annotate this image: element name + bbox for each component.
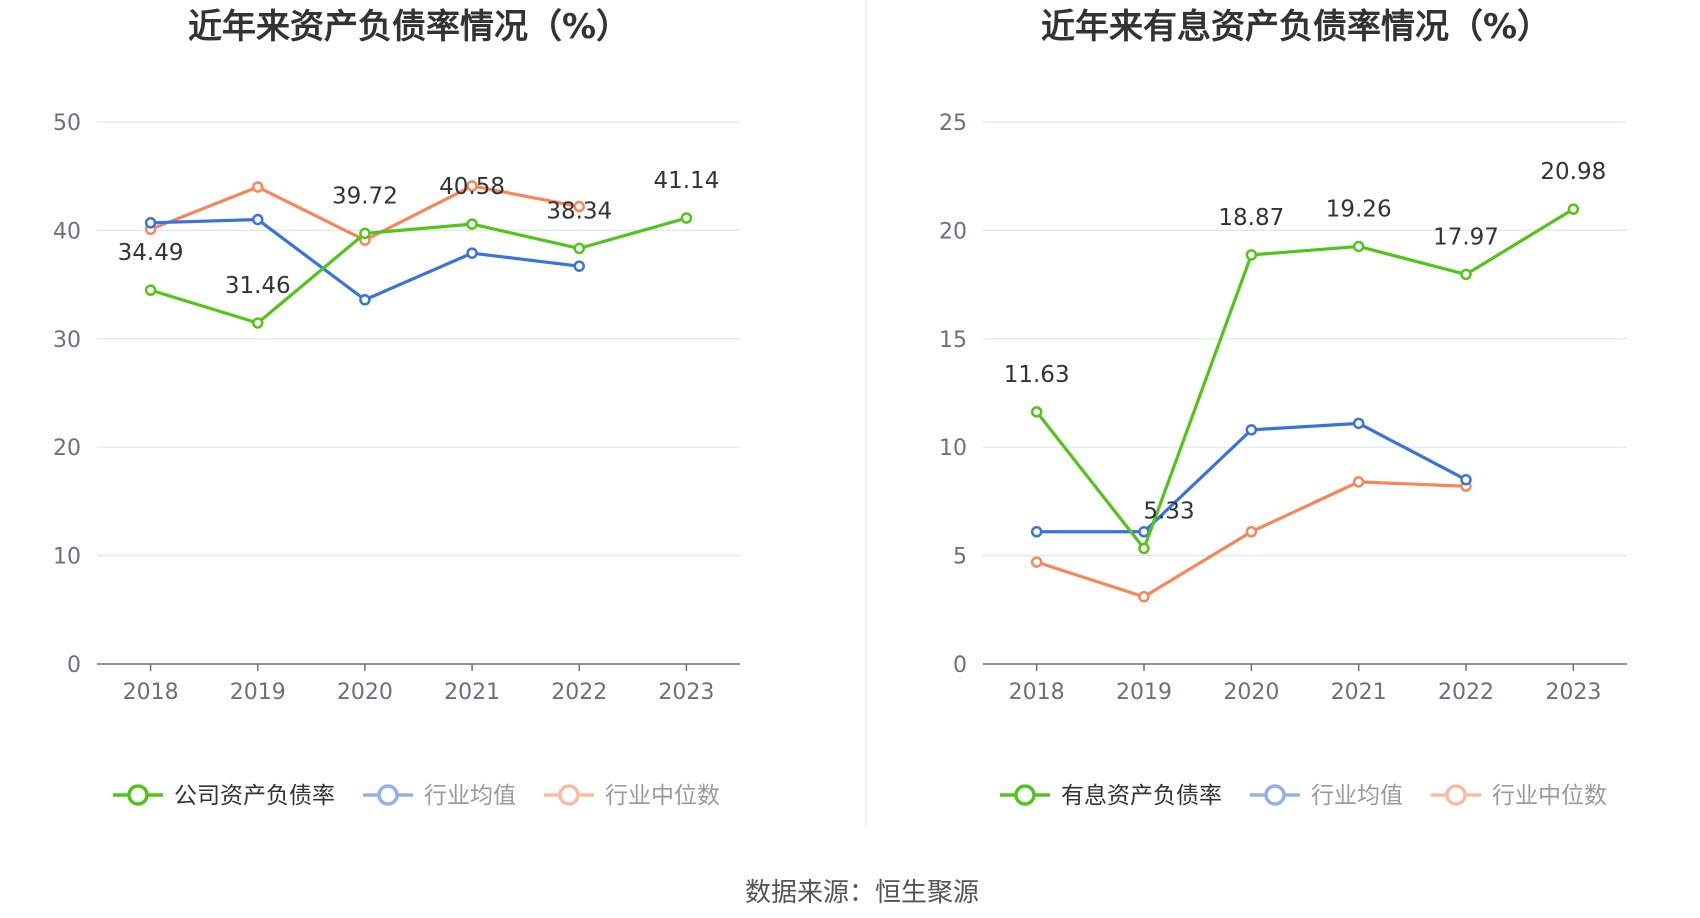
x-tick-label: 2021	[1331, 680, 1387, 705]
legend-label: 行业均值	[424, 783, 516, 809]
x-tick-label: 2019	[1116, 680, 1172, 705]
data-label: 34.49	[118, 240, 184, 266]
data-point[interactable]	[1460, 268, 1472, 281]
legend-item[interactable]: 行业中位数	[1431, 783, 1607, 809]
data-label: 39.72	[332, 183, 398, 209]
data-point[interactable]	[466, 218, 478, 230]
x-tick-label: 2021	[444, 680, 500, 705]
x-tick-label: 2023	[658, 680, 714, 705]
data-point[interactable]	[252, 317, 264, 329]
data-label: 5.33	[1143, 498, 1194, 524]
y-tick-label: 50	[53, 111, 81, 136]
series-line	[1036, 480, 1467, 599]
data-point[interactable]	[1138, 542, 1150, 555]
interest-bearing-liability-chart: 近年来有息资产负债率情况（%） 0 5 10 15 20 25 2018 2019 2020 202…	[939, 7, 1627, 809]
data-point[interactable]	[573, 200, 585, 213]
x-tick-label: 2018	[123, 680, 179, 705]
legend-item[interactable]: 公司资产负债率	[113, 783, 335, 809]
x-tick-label: 2022	[1438, 680, 1494, 705]
legend-item[interactable]: 行业中位数	[544, 783, 720, 809]
series-line	[1035, 207, 1575, 551]
y-tick-label: 10	[939, 436, 967, 461]
series-line	[150, 216, 687, 325]
legend-label: 行业中位数	[605, 783, 720, 809]
data-point[interactable]	[144, 217, 157, 229]
legend-item[interactable]: 有息资产负债率	[1000, 783, 1222, 809]
y-tick-label: 0	[67, 653, 81, 678]
legend-label: 行业均值	[1311, 783, 1403, 809]
legend-label: 有息资产负债率	[1061, 783, 1222, 809]
y-tick-label: 30	[53, 328, 81, 353]
data-label: 31.46	[225, 273, 291, 299]
data-label: 20.98	[1540, 159, 1606, 185]
data-point[interactable]	[1138, 591, 1150, 603]
x-tick-label: 2018	[1009, 680, 1065, 705]
data-point[interactable]	[252, 213, 264, 226]
legend-marker-icon	[377, 784, 399, 806]
data-point[interactable]	[680, 212, 693, 224]
data-point[interactable]	[1138, 526, 1150, 538]
data-label: 41.14	[653, 168, 719, 194]
legend-item[interactable]: 行业均值	[1250, 783, 1403, 809]
x-tick-label: 2022	[551, 680, 607, 705]
data-point[interactable]	[1030, 556, 1043, 568]
chart-title: 近年来资产负债率情况（%）	[188, 7, 630, 47]
data-point[interactable]	[1245, 249, 1258, 261]
legend-label: 公司资产负债率	[174, 783, 335, 809]
y-tick-label: 15	[939, 328, 967, 353]
x-tick-label: 2020	[1223, 680, 1279, 705]
y-tick-label: 40	[53, 219, 81, 244]
x-tick-label: 2020	[337, 680, 393, 705]
data-point[interactable]	[1460, 473, 1472, 486]
data-label: 38.34	[546, 198, 612, 224]
legend-item[interactable]: 行业均值	[363, 783, 516, 809]
asset-liability-chart: 近年来资产负债率情况（%） 0 10 20 30 40 50 2018 2019 2020 2021…	[53, 7, 740, 809]
legend-marker-icon	[1264, 784, 1286, 806]
data-point[interactable]	[466, 247, 478, 259]
y-tick-label: 10	[53, 545, 81, 570]
legend-marker-icon	[1445, 784, 1467, 806]
data-label: 17.97	[1433, 224, 1499, 250]
data-point[interactable]	[1245, 424, 1258, 436]
data-point[interactable]	[573, 260, 585, 272]
data-point[interactable]	[1245, 526, 1258, 538]
chart-title: 近年来有息资产负债率情况（%）	[1041, 7, 1551, 47]
data-label: 19.26	[1326, 196, 1392, 222]
data-point[interactable]	[359, 227, 371, 240]
data-point[interactable]	[573, 242, 585, 255]
data-label: 40.58	[439, 174, 505, 200]
data-point[interactable]	[1030, 526, 1043, 538]
data-point[interactable]	[1030, 406, 1043, 418]
y-tick-label: 0	[953, 653, 967, 678]
data-label: 11.63	[1004, 362, 1070, 388]
data-point[interactable]	[359, 294, 371, 306]
legend-marker-icon	[1014, 784, 1036, 806]
data-point[interactable]	[144, 284, 157, 296]
data-point[interactable]	[252, 181, 264, 193]
data-point[interactable]	[1352, 240, 1365, 253]
data-point[interactable]	[1567, 203, 1580, 215]
y-tick-label: 25	[939, 111, 967, 136]
legend-marker-icon	[127, 784, 149, 806]
x-tick-label: 2023	[1545, 680, 1601, 705]
x-tick-label: 2019	[230, 680, 286, 705]
data-point[interactable]	[1352, 476, 1365, 488]
data-point[interactable]	[1352, 417, 1365, 430]
y-tick-label: 5	[953, 545, 967, 570]
series-line	[1036, 421, 1467, 534]
data-source-note: 数据来源：恒生聚源	[745, 878, 979, 908]
y-tick-label: 20	[53, 436, 81, 461]
legend-label: 行业中位数	[1492, 783, 1607, 809]
data-point[interactable]	[466, 180, 478, 192]
legend-marker-icon	[558, 784, 580, 806]
y-tick-label: 20	[939, 219, 967, 244]
data-label: 18.87	[1218, 205, 1284, 231]
